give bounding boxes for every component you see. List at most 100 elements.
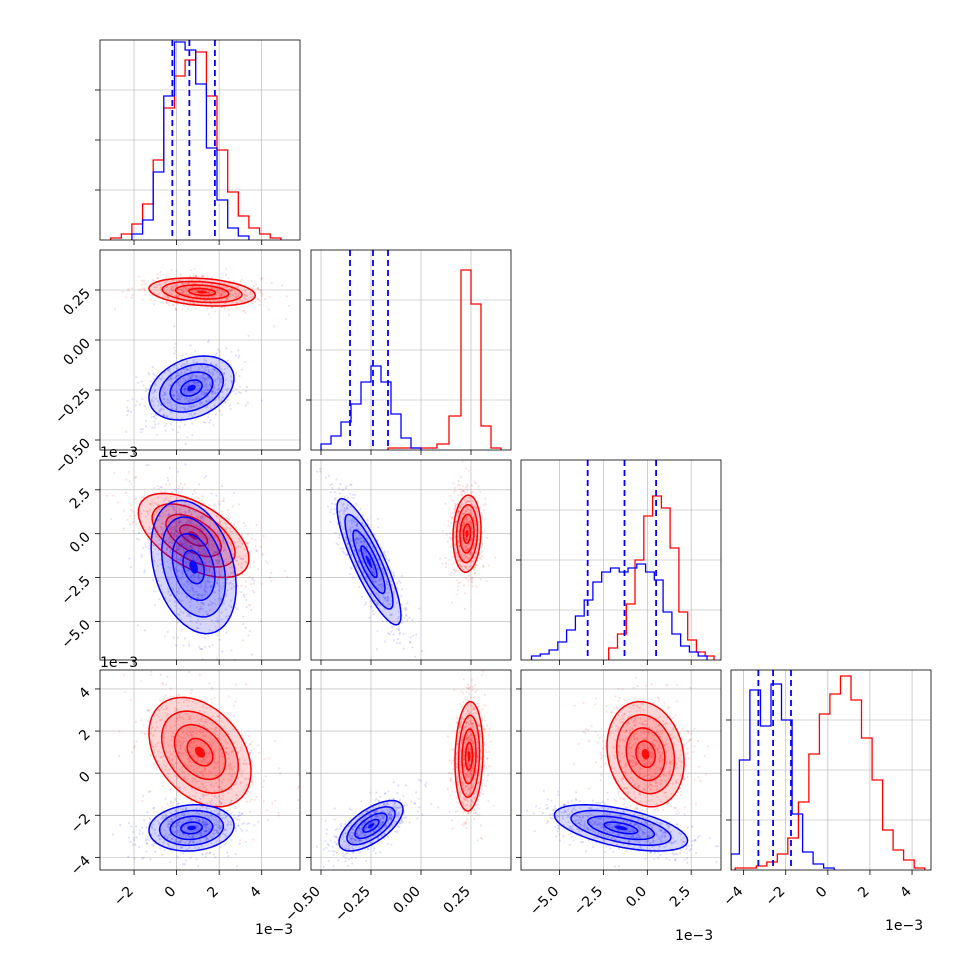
- scatter-point: [453, 572, 455, 574]
- scatter-point: [125, 296, 127, 298]
- scatter-point: [377, 518, 379, 520]
- scatter-point: [255, 545, 257, 547]
- scatter-point: [480, 558, 482, 560]
- scatter-point: [450, 516, 452, 518]
- scatter-point: [286, 295, 288, 297]
- scatter-point: [173, 801, 175, 803]
- scatter-point: [339, 483, 341, 485]
- scatter-point: [165, 423, 167, 425]
- scatter-point: [447, 525, 449, 527]
- scatter-point: [243, 522, 245, 524]
- scatter-point: [404, 607, 406, 609]
- scatter-point: [252, 287, 254, 289]
- scatter-point: [250, 609, 252, 611]
- scatter-point: [208, 504, 210, 506]
- scatter-point: [154, 427, 156, 429]
- scatter-point: [158, 506, 160, 508]
- scatter-point: [129, 480, 131, 482]
- scatter-point: [184, 424, 186, 426]
- scatter-point: [145, 420, 147, 422]
- scatter-point: [152, 372, 154, 374]
- scatter-point: [400, 671, 402, 673]
- scatter-point: [388, 559, 390, 561]
- scatter-point: [334, 497, 336, 499]
- scatter-point: [345, 485, 347, 487]
- scatter-point: [142, 795, 144, 797]
- scatter-point: [445, 562, 447, 564]
- scatter-point: [210, 492, 212, 494]
- scatter-point: [281, 284, 283, 286]
- scatter-point: [131, 287, 133, 289]
- scatter-point: [241, 279, 243, 281]
- y-tick-label: −5.0: [58, 617, 93, 652]
- scatter-point: [223, 497, 225, 499]
- scatter-point: [259, 300, 261, 302]
- scatter-point: [386, 551, 388, 553]
- scatter-point: [222, 500, 224, 502]
- scatter-point: [245, 593, 247, 595]
- scatter-point: [274, 740, 276, 742]
- scatter-point: [138, 532, 140, 534]
- scatter-point: [149, 380, 151, 382]
- scatter-point: [403, 617, 405, 619]
- scatter-point: [154, 446, 156, 448]
- scatter-point: [245, 586, 247, 588]
- scatter-point: [338, 487, 340, 489]
- scatter-point: [205, 475, 207, 477]
- scatter-point: [181, 354, 183, 356]
- scatter-point: [206, 275, 208, 277]
- scatter-point: [211, 702, 213, 704]
- scatter-point: [128, 558, 130, 560]
- scatter-point: [245, 390, 247, 392]
- scatter-point: [464, 608, 466, 610]
- scatter-point: [244, 361, 246, 363]
- scatter-point: [135, 476, 137, 478]
- scatter-point: [212, 644, 214, 646]
- scatter-point: [255, 283, 257, 285]
- scatter-point: [238, 503, 240, 505]
- scatter-point: [167, 631, 169, 633]
- scatter-point: [191, 434, 193, 436]
- scatter-point: [155, 768, 157, 770]
- scatter-point: [453, 569, 455, 571]
- scatter-point: [254, 301, 256, 303]
- scatter-point: [260, 620, 262, 622]
- scatter-point: [145, 387, 147, 389]
- scatter-point: [362, 514, 364, 516]
- scatter-point: [251, 741, 253, 743]
- histogram-panel-0: [100, 40, 300, 240]
- scatter-point: [237, 585, 239, 587]
- scatter-point: [153, 590, 155, 592]
- scatter-panel-2-1: [311, 460, 511, 677]
- scatter-point: [175, 644, 177, 646]
- scatter-point: [240, 828, 242, 830]
- scatter-point: [182, 852, 184, 854]
- scatter-point: [263, 800, 265, 802]
- scatter-point: [271, 282, 273, 284]
- scatter-point: [225, 347, 227, 349]
- scatter-point: [176, 270, 178, 272]
- scatter-point: [144, 733, 146, 735]
- scatter-point: [180, 483, 182, 485]
- scatter-point: [223, 517, 225, 519]
- scatter-point: [139, 289, 141, 291]
- scatter-point: [181, 629, 183, 631]
- scatter-point: [342, 489, 344, 491]
- scatter-point: [127, 400, 129, 402]
- scatter-point: [245, 580, 247, 582]
- scatter-point: [228, 518, 230, 520]
- scatter-point: [338, 534, 340, 536]
- y-tick-label: −0.25: [52, 386, 94, 428]
- scatter-point: [141, 280, 143, 282]
- scatter-point: [135, 741, 137, 743]
- histogram-red-series: [388, 270, 501, 450]
- scatter-point: [147, 464, 149, 466]
- scatter-point: [172, 429, 174, 431]
- scatter-point: [174, 343, 176, 345]
- scatter-point: [177, 431, 179, 433]
- scatter-point: [215, 511, 217, 513]
- scatter-point: [383, 551, 385, 553]
- scatter-point: [251, 280, 253, 282]
- scatter-point: [377, 526, 379, 528]
- scatter-point: [248, 735, 250, 737]
